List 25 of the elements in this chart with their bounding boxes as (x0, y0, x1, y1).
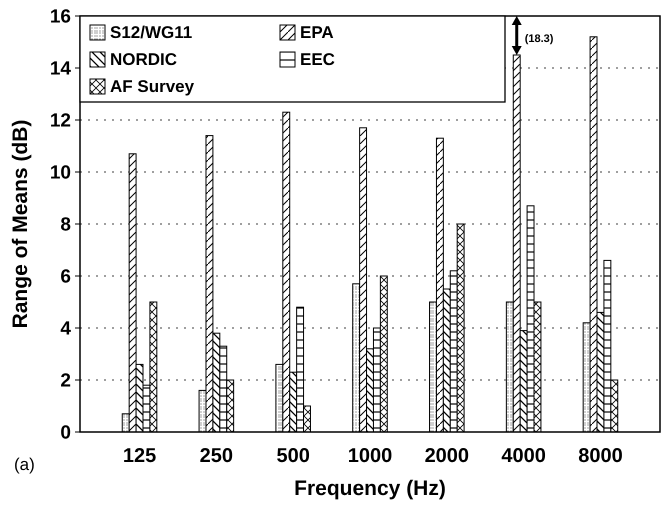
x-tick-label: 4000 (501, 445, 546, 467)
y-tick-label: 6 (60, 266, 71, 288)
legend-label: EPA (300, 22, 334, 42)
x-tick-label: 250 (200, 445, 234, 467)
x-axis-title: Frequency (Hz) (294, 477, 446, 500)
legend-label: EEC (300, 50, 335, 69)
y-tick-label: 16 (50, 6, 71, 28)
x-tick-label: 125 (122, 445, 156, 467)
legend-label: NORDIC (110, 50, 178, 69)
text: (a) (14, 455, 35, 474)
y-tick-label: 4 (60, 318, 72, 340)
x-tick-label: 2000 (424, 445, 470, 467)
y-tick-label: 12 (50, 110, 71, 132)
legend-label: AF Survey (110, 76, 195, 96)
y-axis-title: Range of Means (dB) (9, 120, 32, 328)
x-tick-label: 500 (276, 445, 310, 467)
annotation: (18.3) (524, 33, 554, 45)
y-tick-label: 2 (60, 370, 71, 392)
y-tick-label: 0 (60, 422, 71, 444)
x-tick-label: 8000 (578, 445, 623, 467)
x-tick-label: 1000 (348, 445, 392, 467)
y-tick-label: 8 (60, 214, 71, 236)
y-tick-label: 14 (50, 58, 72, 80)
y-tick-label: 10 (50, 162, 71, 184)
legend-label: S12/WG11 (110, 22, 192, 42)
